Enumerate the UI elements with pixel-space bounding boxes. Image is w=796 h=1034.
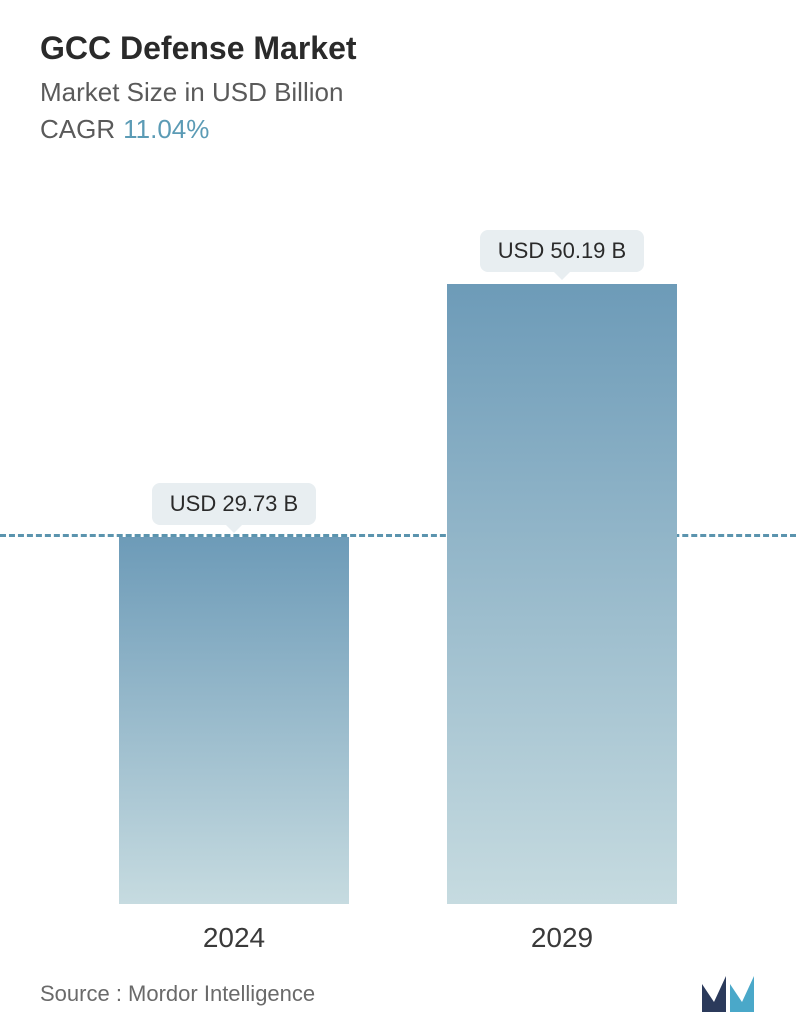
- bar-group-1: USD 50.19 B: [447, 230, 677, 904]
- cagr-line: CAGR 11.04%: [40, 114, 756, 145]
- cagr-value: 11.04%: [123, 114, 209, 144]
- bar-1: [447, 284, 677, 904]
- x-axis-labels: 2024 2029: [40, 922, 756, 954]
- chart-container: GCC Defense Market Market Size in USD Bi…: [0, 0, 796, 1034]
- source-text: Source : Mordor Intelligence: [40, 981, 315, 1007]
- cagr-label: CAGR: [40, 114, 115, 144]
- chart-area: USD 29.73 B USD 50.19 B 2024 2029: [40, 175, 756, 964]
- chart-subtitle: Market Size in USD Billion: [40, 77, 756, 108]
- bar-0: [119, 537, 349, 904]
- chart-title: GCC Defense Market: [40, 30, 756, 67]
- bars-wrapper: USD 29.73 B USD 50.19 B: [40, 224, 756, 904]
- brand-logo-icon: [700, 974, 756, 1014]
- x-label-0: 2024: [119, 922, 349, 954]
- value-label-0: USD 29.73 B: [152, 483, 316, 525]
- x-label-1: 2029: [447, 922, 677, 954]
- footer: Source : Mordor Intelligence: [40, 964, 756, 1014]
- value-label-1: USD 50.19 B: [480, 230, 644, 272]
- bar-group-0: USD 29.73 B: [119, 483, 349, 904]
